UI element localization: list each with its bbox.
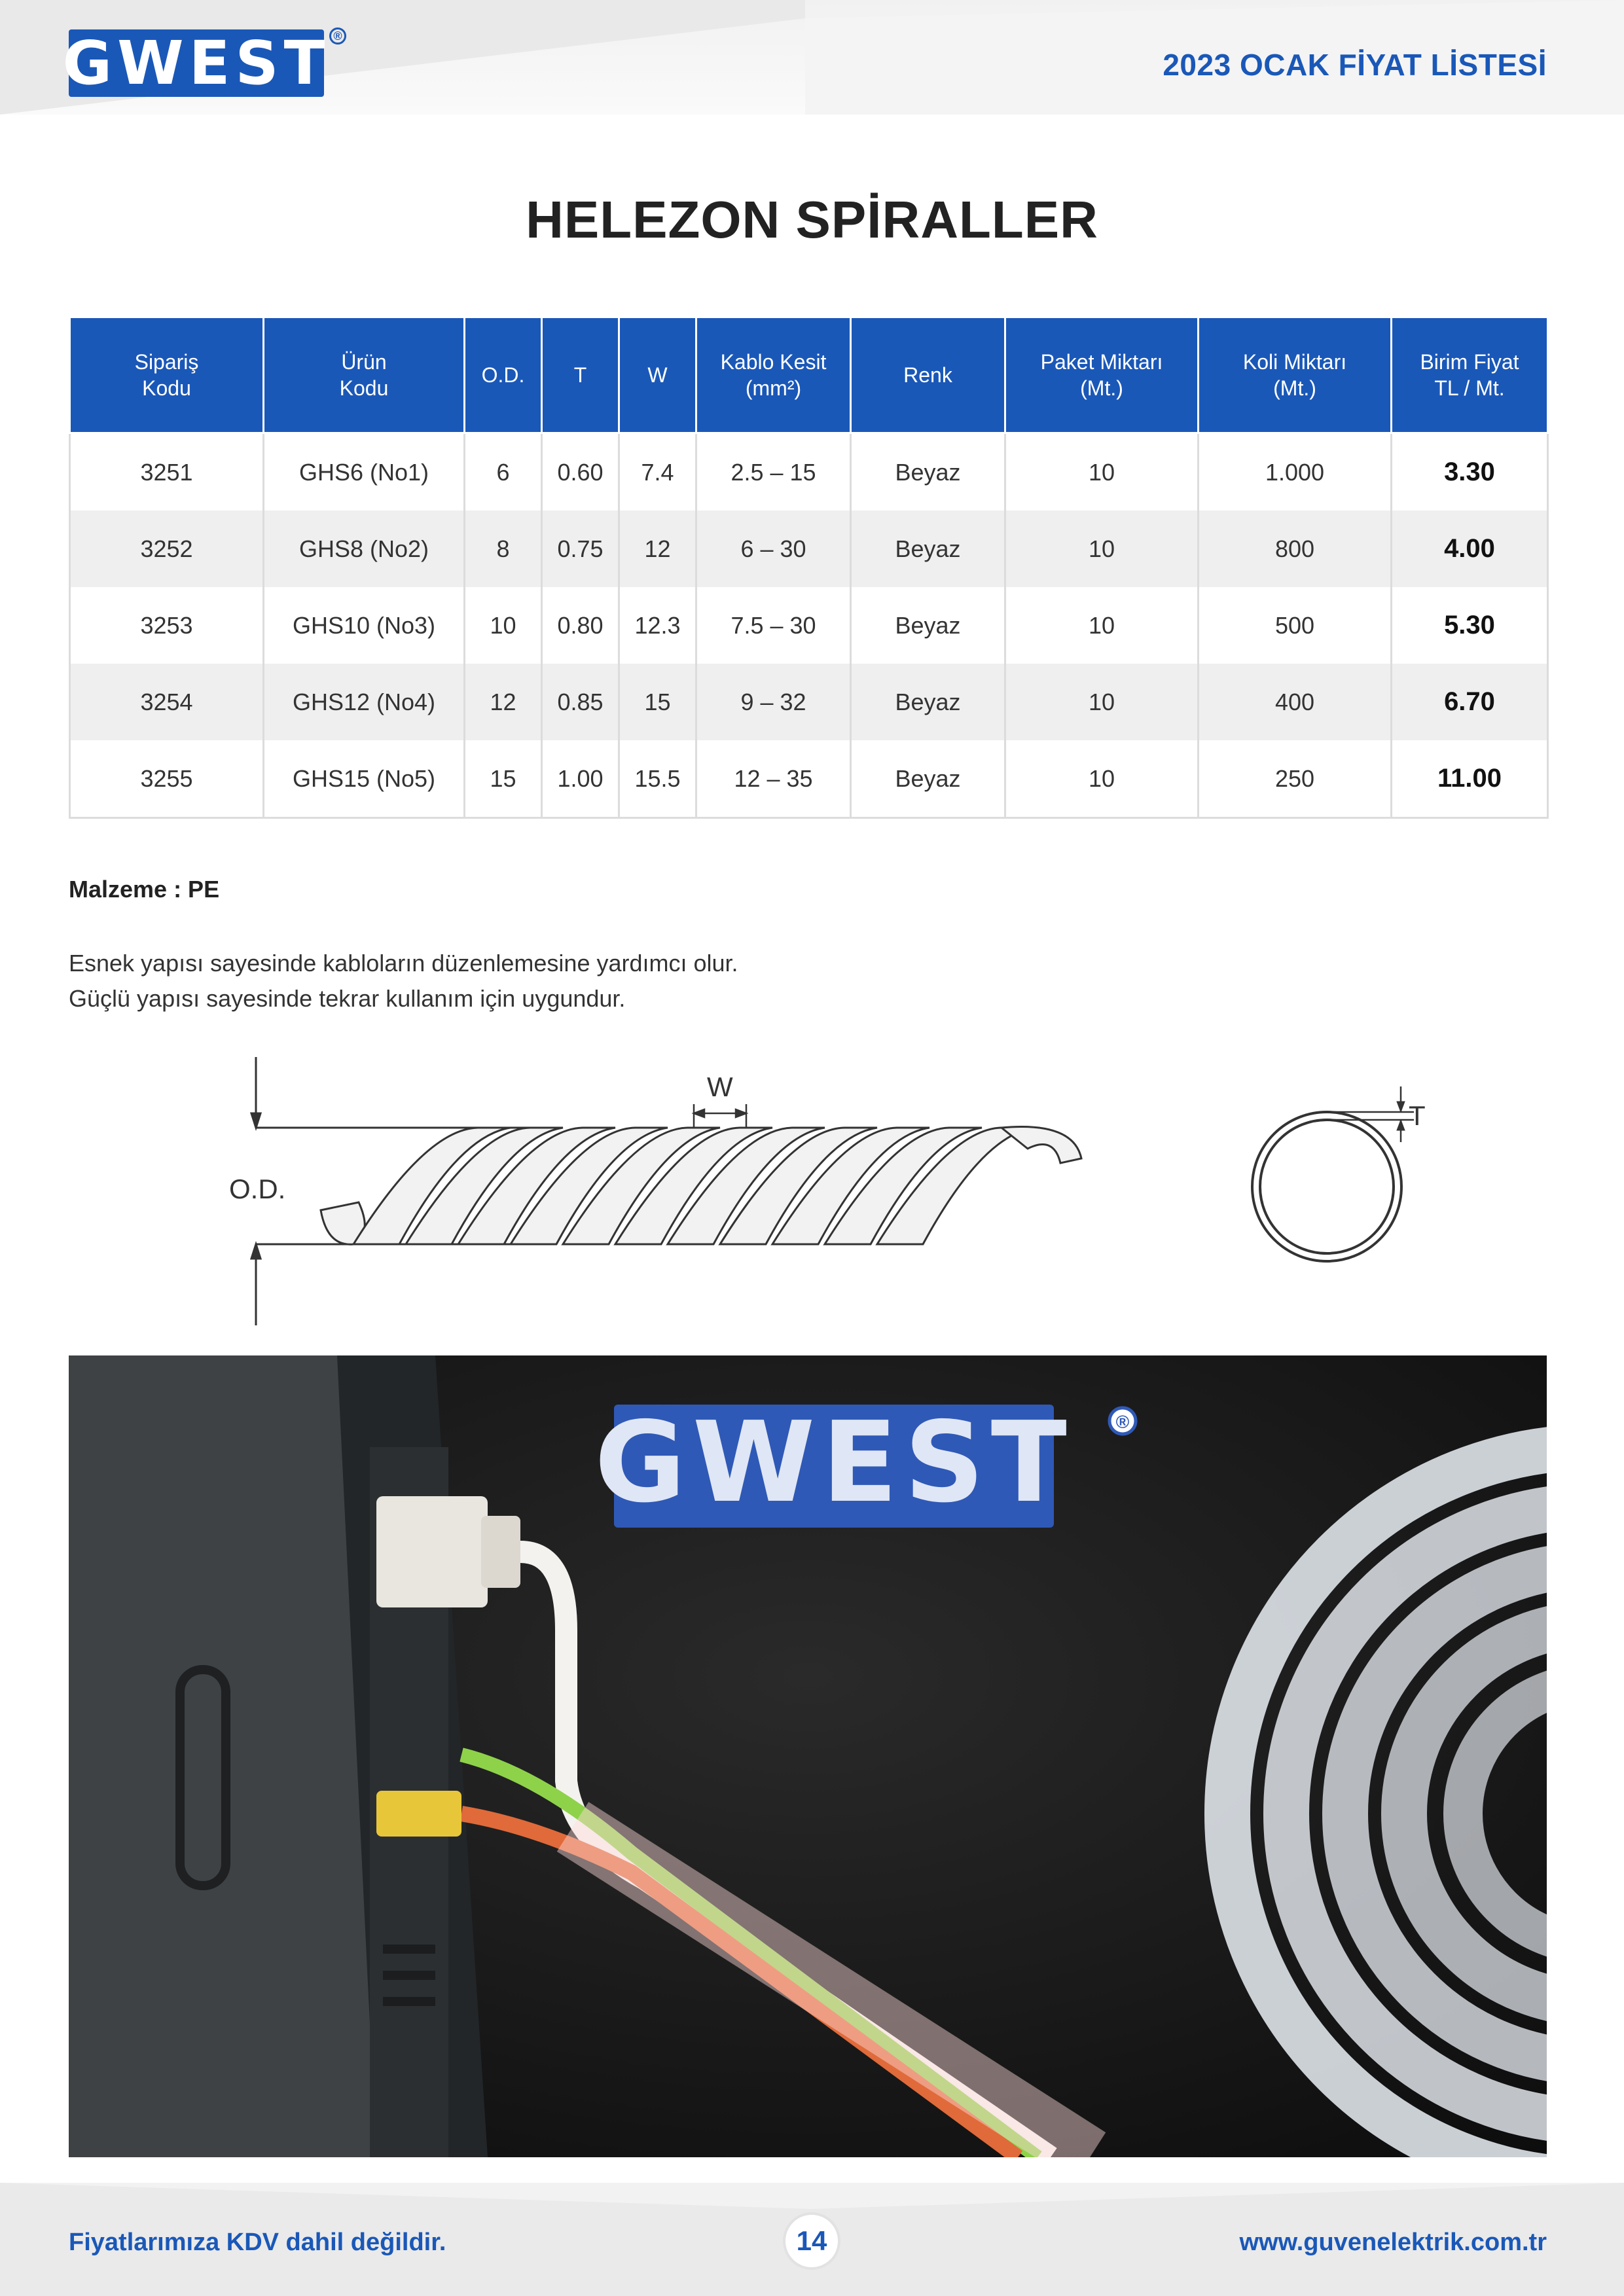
cell-paket-miktari: 10 [1004, 587, 1199, 664]
table-row: 3251 GHS6 (No1) 6 0.60 7.4 2.5 – 15 Beya… [69, 433, 1549, 511]
cell-urun-kodu: GHS10 (No3) [262, 587, 465, 664]
cell-w: 12 [618, 511, 697, 587]
header-kablo-kesit: Kablo Kesit (mm²) [695, 316, 852, 434]
cell-t: 0.85 [541, 664, 620, 740]
brand-logo-text: GWEST [62, 27, 331, 98]
cell-w: 7.4 [618, 433, 697, 511]
description-line: Güçlü yapısı sayesinde tekrar kullanım i… [69, 985, 626, 1012]
cell-w: 15.5 [618, 740, 697, 819]
w-dimension [691, 1104, 749, 1128]
description-line: Esnek yapısı sayesinde kabloların düzenl… [69, 950, 738, 977]
cell-koli-miktari: 400 [1197, 664, 1392, 740]
cell-renk: Beyaz [850, 433, 1006, 511]
cell-w: 15 [618, 664, 697, 740]
cell-t: 0.75 [541, 511, 620, 587]
cell-birim-fiyat: 3.30 [1390, 433, 1549, 511]
header-siparis-kodu: Sipariş Kodu [69, 316, 264, 434]
registered-mark: ® [329, 27, 346, 45]
header-w: W [618, 316, 697, 434]
cell-kablo-kesit: 7.5 – 30 [695, 587, 852, 664]
brand-logo: GWEST [63, 29, 325, 97]
table-row: 3255 GHS15 (No5) 15 1.00 15.5 12 – 35 Be… [69, 740, 1549, 819]
photo-registered-mark: ® [1116, 1412, 1130, 1432]
header-paket-miktari: Paket Miktarı (Mt.) [1004, 316, 1199, 434]
header-birim-fiyat: Birim Fiyat TL / Mt. [1390, 316, 1549, 434]
description: Esnek yapısı sayesinde kabloların düzenl… [69, 946, 738, 1016]
cell-t: 1.00 [541, 740, 620, 819]
cell-urun-kodu: GHS8 (No2) [262, 511, 465, 587]
product-photo: GWEST ® [69, 1355, 1547, 2157]
cell-od: 12 [463, 664, 543, 740]
table-row: 3254 GHS12 (No4) 12 0.85 15 9 – 32 Beyaz… [69, 664, 1549, 740]
w-label: W [707, 1071, 733, 1102]
price-table: Sipariş Kodu Ürün Kodu O.D. T W Kablo Kesi… [69, 316, 1549, 819]
cell-siparis-kodu: 3255 [69, 740, 264, 819]
header-urun-kodu: Ürün Kodu [262, 316, 465, 434]
material-text: Malzeme : PE [69, 876, 220, 903]
cell-w: 12.3 [618, 587, 697, 664]
header-koli-miktari: Koli Miktarı (Mt.) [1197, 316, 1392, 434]
cell-siparis-kodu: 3253 [69, 587, 264, 664]
header-renk: Renk [850, 316, 1006, 434]
od-label: O.D. [229, 1174, 285, 1204]
spiral-coils [319, 1126, 1083, 1246]
header-t: T [541, 316, 620, 434]
cell-renk: Beyaz [850, 511, 1006, 587]
t-label: T [1409, 1100, 1426, 1131]
vat-notice: Fiyatlarımıza KDV dahil değildir. [69, 2229, 446, 2256]
page-number: 14 [783, 2212, 840, 2270]
cell-siparis-kodu: 3251 [69, 433, 264, 511]
header-od: O.D. [463, 316, 543, 434]
table-row: 3252 GHS8 (No2) 8 0.75 12 6 – 30 Beyaz 1… [69, 511, 1549, 587]
cell-koli-miktari: 800 [1197, 511, 1392, 587]
cell-paket-miktari: 10 [1004, 740, 1199, 819]
cell-od: 6 [463, 433, 543, 511]
cell-urun-kodu: GHS15 (No5) [262, 740, 465, 819]
cell-od: 15 [463, 740, 543, 819]
table-header-row: Sipariş Kodu Ürün Kodu O.D. T W Kablo Kesi… [69, 316, 1549, 434]
cell-koli-miktari: 1.000 [1197, 433, 1392, 511]
cell-birim-fiyat: 5.30 [1390, 587, 1549, 664]
cell-koli-miktari: 250 [1197, 740, 1392, 819]
ring-cross-section [1251, 1086, 1414, 1263]
cell-kablo-kesit: 2.5 – 15 [695, 433, 852, 511]
cell-t: 0.60 [541, 433, 620, 511]
cell-birim-fiyat: 6.70 [1390, 664, 1549, 740]
cell-urun-kodu: GHS12 (No4) [262, 664, 465, 740]
cell-urun-kodu: GHS6 (No1) [262, 433, 465, 511]
cell-siparis-kodu: 3254 [69, 664, 264, 740]
cell-birim-fiyat: 4.00 [1390, 511, 1549, 587]
cell-od: 8 [463, 511, 543, 587]
cell-renk: Beyaz [850, 740, 1006, 819]
cell-siparis-kodu: 3252 [69, 511, 264, 587]
cell-kablo-kesit: 12 – 35 [695, 740, 852, 819]
page-title: HELEZON SPİRALLER [526, 190, 1098, 249]
table-row: 3253 GHS10 (No3) 10 0.80 12.3 7.5 – 30 B… [69, 587, 1549, 664]
photo-logo-text: GWEST [594, 1398, 1074, 1528]
spiral-technical-diagram: O.D. W T [229, 1057, 1426, 1325]
cell-koli-miktari: 500 [1197, 587, 1392, 664]
cell-birim-fiyat: 11.00 [1390, 740, 1549, 819]
cell-paket-miktari: 10 [1004, 664, 1199, 740]
cell-kablo-kesit: 6 – 30 [695, 511, 852, 587]
cell-renk: Beyaz [850, 664, 1006, 740]
cell-od: 10 [463, 587, 543, 664]
coiled-spiral [1204, 1427, 1547, 2157]
website-link[interactable]: www.guvenelektrik.com.tr [1239, 2229, 1547, 2256]
cell-paket-miktari: 10 [1004, 511, 1199, 587]
photo-logo-box [614, 1405, 1054, 1528]
header-title: 2023 OCAK FİYAT LİSTESİ [1163, 48, 1547, 82]
cell-t: 0.80 [541, 587, 620, 664]
cell-renk: Beyaz [850, 587, 1006, 664]
cell-kablo-kesit: 9 – 32 [695, 664, 852, 740]
cell-paket-miktari: 10 [1004, 433, 1199, 511]
